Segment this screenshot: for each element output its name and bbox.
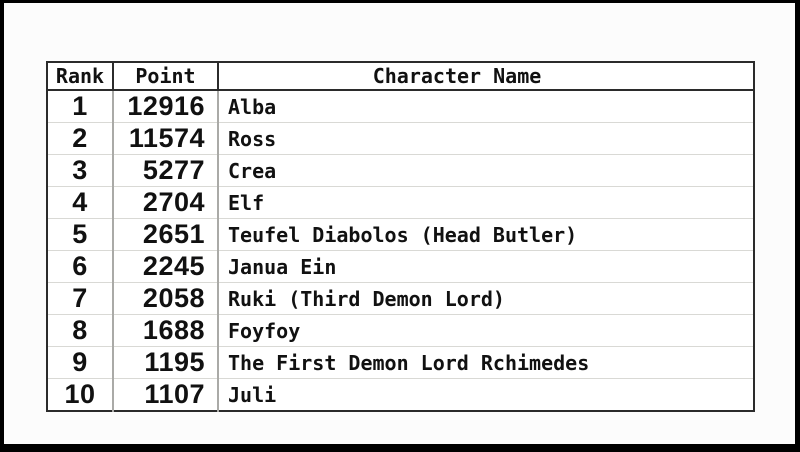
rank-cell: 2 <box>47 122 114 155</box>
rank-cell: 5 <box>47 218 114 251</box>
rank-cell: 7 <box>47 282 114 315</box>
point-cell: 1688 <box>113 314 219 347</box>
name-cell: Alba <box>228 94 277 119</box>
point-cell: 5277 <box>113 154 219 187</box>
rank-cell: 6 <box>47 250 114 283</box>
point-cell: 1107 <box>113 378 219 411</box>
name-cell: Juli <box>218 378 754 411</box>
rank-cell: 3 <box>47 154 114 187</box>
table-row: 5 2651 Teufel Diabolos (Head Butler) <box>47 218 754 251</box>
name-cell: Foyfoy <box>218 314 754 347</box>
rank-cell: 4 <box>47 186 114 219</box>
point-cell: 2651 <box>113 218 219 251</box>
point-cell: 1195 <box>113 346 219 379</box>
point-cell: 2245 <box>113 250 219 283</box>
rank-cell: 1 <box>47 90 114 123</box>
column-header-point: Point <box>113 62 219 91</box>
name-cell: Elf <box>218 186 754 219</box>
point-cell: 2058 <box>113 282 219 315</box>
table-row: 10 1107 Juli <box>47 378 754 411</box>
name-cell: Ross <box>218 122 754 155</box>
rank-cell: 10 <box>47 378 114 411</box>
table-row: 2 11574 Ross <box>47 122 754 155</box>
table-body: 1 12916 Alba 2 11574 Ross 3 5277 Crea 4 2704 Elf 5 26… <box>47 90 754 411</box>
name-cell: Crea <box>218 154 754 187</box>
column-header-character-name: Character Name <box>218 62 754 91</box>
name-cell: The First Demon Lord Rchimedes <box>218 346 754 379</box>
name-cell: Ruki (Third Demon Lord) <box>218 282 754 315</box>
table-row: 4 2704 Elf <box>47 186 754 219</box>
rank-cell: 9 <box>47 346 114 379</box>
column-header-rank: Rank <box>47 62 114 91</box>
point-cell: 11574 <box>113 122 219 155</box>
table-row: 8 1688 Foyfoy <box>47 314 754 347</box>
ranking-table: Rank Point Character Name 1 12916 Alba 2 115… <box>46 61 755 412</box>
table-row: 7 2058 Ruki (Third Demon Lord) <box>47 282 754 315</box>
point-cell: 12916 <box>113 90 219 123</box>
rank-cell: 8 <box>47 314 114 347</box>
table-row: 9 1195 The First Demon Lord Rchimedes <box>47 346 754 379</box>
name-cell: Janua Ein <box>218 250 754 283</box>
table-row: 3 5277 Crea <box>47 154 754 187</box>
name-cell: Teufel Diabolos (Head Butler) <box>218 218 754 251</box>
point-cell: 2704 <box>113 186 219 219</box>
table-header-row: Rank Point Character Name <box>47 62 754 91</box>
table-row: 6 2245 Janua Ein <box>47 250 754 283</box>
table-row: 1 12916 Alba <box>47 90 754 123</box>
